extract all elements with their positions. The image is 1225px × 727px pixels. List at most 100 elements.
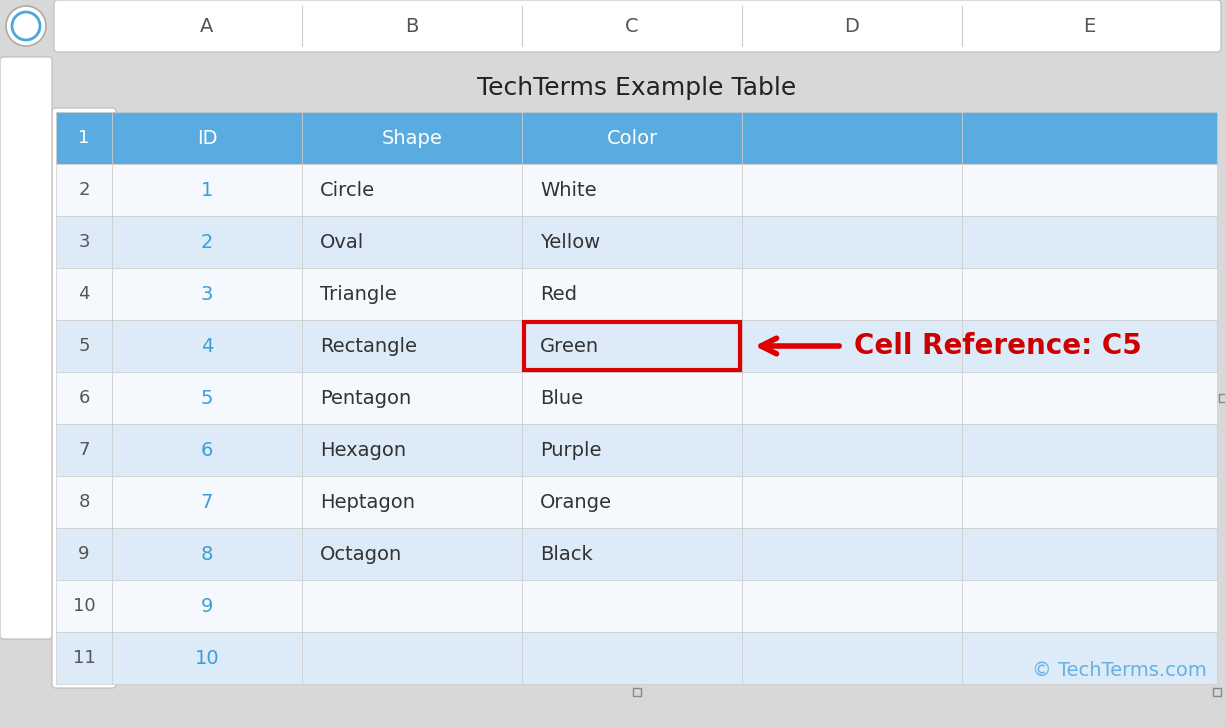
Text: 11: 11: [72, 649, 96, 667]
Bar: [522, 476, 742, 528]
Text: Triangle: Triangle: [320, 284, 397, 303]
Bar: [522, 580, 742, 632]
Bar: [522, 320, 742, 372]
Bar: [56, 476, 111, 528]
Text: 5: 5: [78, 337, 89, 355]
Text: Color: Color: [606, 129, 658, 148]
Text: White: White: [540, 180, 597, 199]
Text: C: C: [625, 17, 638, 36]
FancyBboxPatch shape: [51, 108, 116, 688]
Text: Green: Green: [540, 337, 599, 356]
Text: ID: ID: [197, 129, 217, 148]
Bar: [522, 528, 742, 580]
Bar: [742, 476, 962, 528]
Text: © TechTerms.com: © TechTerms.com: [1033, 661, 1207, 680]
Bar: [522, 632, 742, 684]
Bar: [303, 632, 522, 684]
Text: Cell Reference: C5: Cell Reference: C5: [854, 332, 1142, 360]
Text: 9: 9: [78, 545, 89, 563]
Bar: [56, 632, 111, 684]
Text: 4: 4: [78, 285, 89, 303]
Text: 4: 4: [201, 337, 213, 356]
Bar: [303, 476, 522, 528]
Text: A: A: [201, 17, 213, 36]
Bar: [56, 320, 111, 372]
Text: Oval: Oval: [320, 233, 364, 252]
Text: TechTerms Example Table: TechTerms Example Table: [477, 76, 796, 100]
Bar: [1213, 688, 1221, 696]
Text: 6: 6: [78, 389, 89, 407]
Bar: [962, 424, 1216, 476]
Bar: [56, 528, 111, 580]
Text: 9: 9: [201, 596, 213, 616]
Text: D: D: [844, 17, 860, 36]
Bar: [522, 112, 742, 164]
Bar: [522, 372, 742, 424]
Bar: [742, 112, 962, 164]
Text: 7: 7: [201, 492, 213, 512]
Text: 10: 10: [72, 597, 96, 615]
Circle shape: [12, 12, 40, 40]
Bar: [111, 216, 303, 268]
Bar: [111, 528, 303, 580]
Bar: [111, 372, 303, 424]
Text: 7: 7: [78, 441, 89, 459]
Text: 8: 8: [201, 545, 213, 563]
Bar: [111, 164, 303, 216]
Bar: [524, 322, 740, 370]
Text: 10: 10: [195, 648, 219, 667]
Bar: [303, 320, 522, 372]
Bar: [962, 632, 1216, 684]
Bar: [56, 424, 111, 476]
Bar: [111, 112, 303, 164]
Text: Shape: Shape: [381, 129, 442, 148]
Bar: [111, 320, 303, 372]
Bar: [962, 528, 1216, 580]
Text: Hexagon: Hexagon: [320, 441, 407, 459]
Text: Rectangle: Rectangle: [320, 337, 417, 356]
Bar: [56, 112, 111, 164]
Text: E: E: [1083, 17, 1095, 36]
Bar: [522, 268, 742, 320]
Text: 2: 2: [201, 233, 213, 252]
Bar: [632, 688, 641, 696]
Bar: [303, 528, 522, 580]
Bar: [303, 372, 522, 424]
Bar: [303, 268, 522, 320]
Bar: [962, 164, 1216, 216]
Bar: [742, 164, 962, 216]
Bar: [56, 216, 111, 268]
Bar: [111, 476, 303, 528]
Bar: [303, 580, 522, 632]
Text: Yellow: Yellow: [540, 233, 600, 252]
Bar: [303, 424, 522, 476]
Bar: [111, 580, 303, 632]
Bar: [742, 632, 962, 684]
Bar: [111, 268, 303, 320]
Text: Pentagon: Pentagon: [320, 388, 412, 408]
Text: Heptagon: Heptagon: [320, 492, 415, 512]
Bar: [742, 528, 962, 580]
Text: Black: Black: [540, 545, 593, 563]
FancyBboxPatch shape: [0, 57, 51, 639]
Text: 2: 2: [78, 181, 89, 199]
Bar: [56, 164, 111, 216]
Bar: [742, 320, 962, 372]
Bar: [522, 424, 742, 476]
Bar: [742, 372, 962, 424]
Bar: [742, 424, 962, 476]
Bar: [303, 216, 522, 268]
Bar: [962, 580, 1216, 632]
Bar: [522, 216, 742, 268]
Bar: [742, 216, 962, 268]
Bar: [962, 216, 1216, 268]
Bar: [742, 268, 962, 320]
Text: 6: 6: [201, 441, 213, 459]
Bar: [111, 424, 303, 476]
Bar: [962, 372, 1216, 424]
Text: 5: 5: [201, 388, 213, 408]
Text: Octagon: Octagon: [320, 545, 402, 563]
Text: Purple: Purple: [540, 441, 601, 459]
Bar: [522, 164, 742, 216]
Bar: [742, 580, 962, 632]
